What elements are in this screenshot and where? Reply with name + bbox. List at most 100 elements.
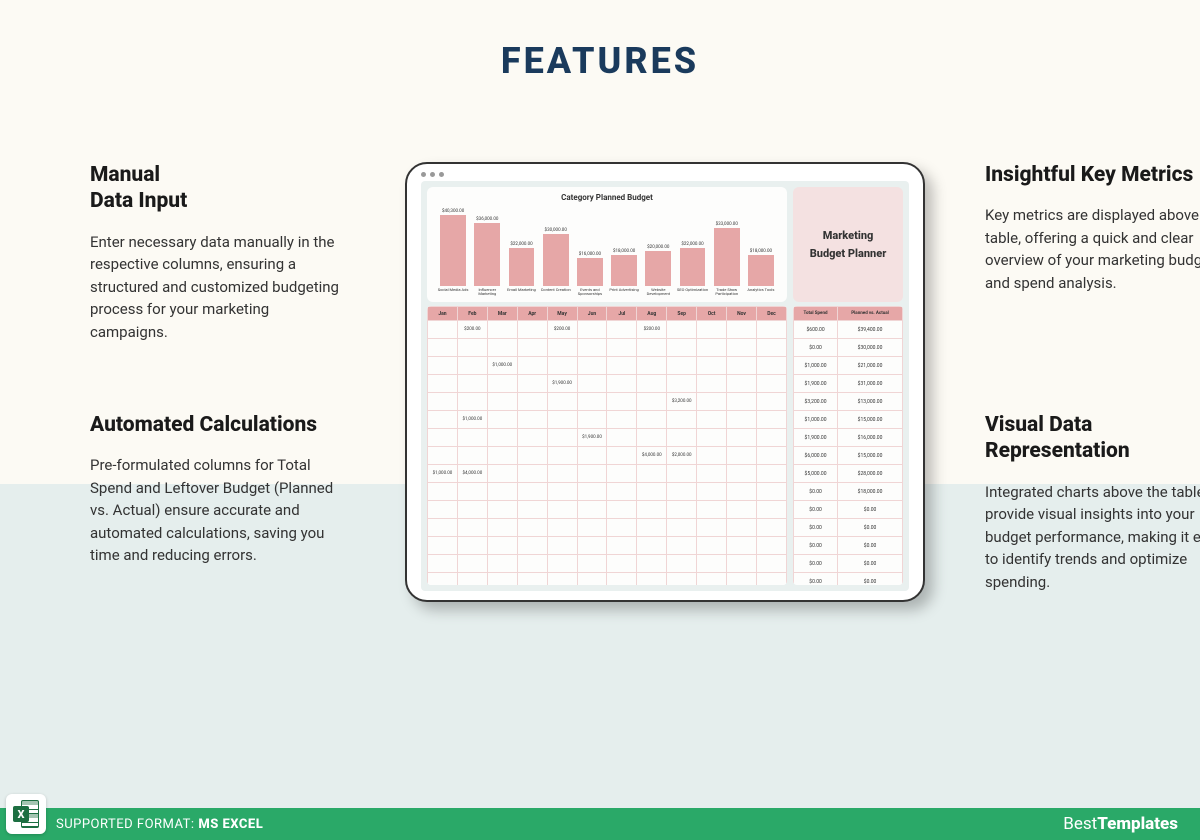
grid-cell [517,465,547,483]
grid-cell [637,483,667,501]
grid-cell [428,447,458,465]
metric-cell: $0.00 [838,573,903,586]
grid-cell [517,339,547,357]
grid-cell [756,555,786,573]
grid-cell [607,555,637,573]
grid-cell [727,501,757,519]
grid-cell [637,465,667,483]
grid-cell [547,537,577,555]
metric-cell: $15,000.00 [838,411,903,429]
grid-cell [517,429,547,447]
grid-cell [428,393,458,411]
metric-header: Planned vs. Actual [838,307,903,321]
month-grid: JanFebMarAprMayJunJulAugSepOctNovDec$200… [427,306,787,585]
grid-cell [667,411,697,429]
grid-cell [637,519,667,537]
metric-cell: $0.00 [794,537,838,555]
metric-cell: $0.00 [794,339,838,357]
grid-cell [756,339,786,357]
grid-cell [607,339,637,357]
grid-cell [428,429,458,447]
grid-cell [697,501,727,519]
grid-cell: $1,900.00 [577,429,607,447]
feature-title: Visual Data Representation [985,412,1200,465]
grid-cell [428,519,458,537]
month-header: Jul [607,307,637,321]
grid-cell [428,483,458,501]
grid-cell [547,411,577,429]
grid-cell [517,483,547,501]
grid-cell [667,339,697,357]
grid-cell [607,519,637,537]
grid-cell [428,321,458,339]
grid-cell [577,375,607,393]
grid-cell [756,357,786,375]
grid-cell [577,573,607,586]
grid-cell [547,555,577,573]
grid-cell [547,519,577,537]
metric-cell: $0.00 [838,537,903,555]
month-header: Sep [667,307,697,321]
grid-cell [667,321,697,339]
grid-cell [577,501,607,519]
grid-cell [607,393,637,411]
grid-cell [547,573,577,586]
content-grid: Manual Data Input Enter necessary data m… [0,82,1200,602]
grid-cell [607,321,637,339]
chart-bar: $18,000.00Print Advertising [608,249,640,299]
grid-cell [487,483,517,501]
feature-manual: Manual Data Input Enter necessary data m… [90,162,345,343]
grid-cell [428,375,458,393]
grid-cell: $1,000.00 [457,411,487,429]
chart-bar: $16,000.00Events and Sponsorships [574,252,606,298]
grid-cell [697,519,727,537]
metric-cell: $0.00 [794,573,838,586]
screen: Category Planned Budget $40,300.00Social… [421,181,909,591]
grid-cell [667,501,697,519]
grid-cell [697,537,727,555]
grid-cell [637,501,667,519]
metrics-table: Total SpendPlanned vs. Actual$600.00$39,… [793,306,903,585]
grid-cell: $200.00 [457,321,487,339]
grid-cell [637,339,667,357]
grid-cell [607,465,637,483]
grid-cell [517,537,547,555]
metric-cell: $0.00 [838,555,903,573]
grid-cell [697,393,727,411]
grid-cell [577,537,607,555]
grid-cell [667,429,697,447]
grid-cell [517,375,547,393]
footer-format: SUPPORTED FORMAT: MS EXCEL [56,817,263,832]
metric-cell: $31,000.00 [838,375,903,393]
feature-body: Enter necessary data manually in the res… [90,231,345,344]
grid-cell [727,321,757,339]
grid-cell [697,429,727,447]
grid-cell [727,519,757,537]
metric-cell: $1,900.00 [794,375,838,393]
grid-cell [428,537,458,555]
grid-cell [637,429,667,447]
top-row: Category Planned Budget $40,300.00Social… [427,187,903,302]
grid-cell [457,393,487,411]
grid-cell: $2,000.00 [667,447,697,465]
metric-cell: $18,000.00 [838,483,903,501]
grid-cell [577,447,607,465]
grid-cell [727,411,757,429]
chart-bar: $18,000.00Analytics Tools [745,249,777,299]
grid-cell [756,519,786,537]
grid-cell: $200.00 [637,321,667,339]
metric-cell: $28,000.00 [838,465,903,483]
tablet-frame: Category Planned Budget $40,300.00Social… [405,162,925,602]
metric-cell: $13,000.00 [838,393,903,411]
chart-title: Category Planned Budget [435,193,779,202]
month-header: Oct [697,307,727,321]
grid-cell [577,357,607,375]
grid-cell [577,519,607,537]
grid-cell: $1,900.00 [547,375,577,393]
feature-title: Automated Calculations [90,412,345,438]
grid-cell [727,465,757,483]
feature-title: Insightful Key Metrics [985,162,1200,188]
grid-cell: $200.00 [547,321,577,339]
metric-cell: $1,900.00 [794,429,838,447]
grid-cell [756,483,786,501]
